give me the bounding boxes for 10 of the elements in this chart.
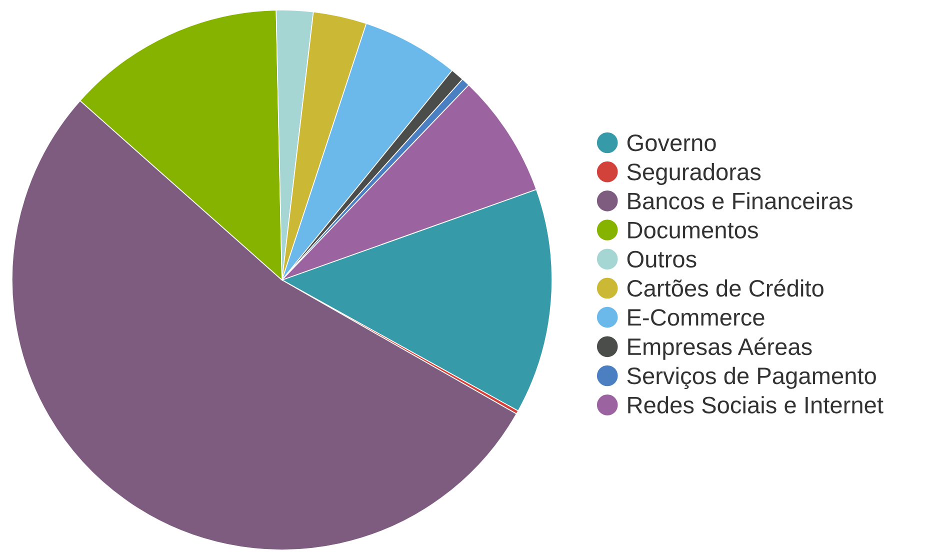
legend-label: E-Commerce <box>628 309 764 326</box>
legend-label: Seguradoras <box>627 162 761 185</box>
legend-label: Serviços de Pagamento <box>627 366 876 390</box>
legend-label: Cartões de Crédito <box>627 279 824 297</box>
legend-label: Bancos e Financeiras <box>628 192 852 210</box>
legend-label: Empresas Aéreas <box>628 338 812 360</box>
legend-label: Governo <box>627 134 716 152</box>
legend-label: Documentos <box>628 222 758 239</box>
legend-label: Redes Sociais e Internet <box>628 396 884 414</box>
legend-label: Outros <box>627 250 696 268</box>
